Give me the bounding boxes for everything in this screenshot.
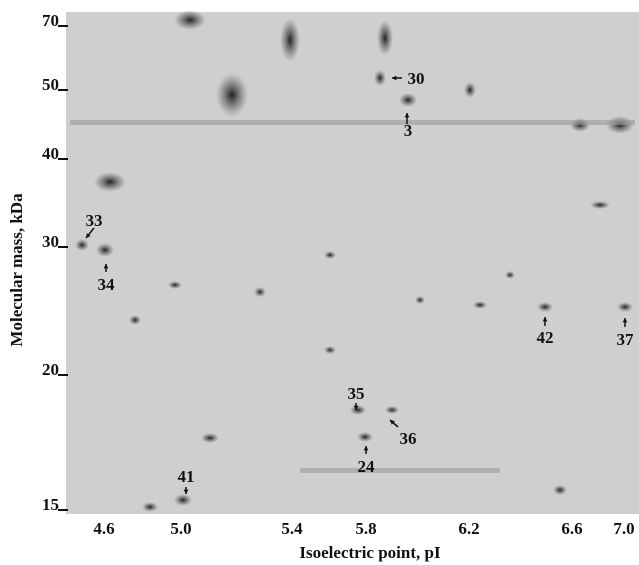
gel-spot bbox=[129, 315, 141, 325]
gel-spot bbox=[168, 281, 182, 289]
gel-spot bbox=[553, 485, 567, 495]
x-tick-label: 4.6 bbox=[93, 519, 114, 538]
spot-label: 33 bbox=[86, 211, 103, 230]
spot-label: 35 bbox=[348, 384, 365, 403]
gel-spot bbox=[174, 10, 206, 30]
spot-label: 34 bbox=[98, 275, 116, 294]
x-tick-label: 5.8 bbox=[355, 519, 376, 538]
arrow-head bbox=[392, 75, 397, 81]
spot-label: 42 bbox=[537, 328, 554, 347]
gel-spot bbox=[473, 301, 487, 309]
y-tick-label: 40 bbox=[42, 144, 59, 163]
y-tick-label: 20 bbox=[42, 360, 59, 379]
gel-spot bbox=[374, 70, 386, 86]
gel-spot bbox=[324, 346, 336, 354]
arrow-head bbox=[353, 405, 359, 410]
spot-label: 3 bbox=[404, 121, 413, 140]
gel-spot bbox=[537, 302, 553, 312]
gel-spot bbox=[280, 18, 300, 62]
y-axis-label: Molecular mass, kDa bbox=[7, 193, 26, 347]
spot-label: 37 bbox=[617, 330, 635, 349]
x-tick-label: 6.2 bbox=[458, 519, 479, 538]
gel-spot bbox=[617, 302, 633, 312]
gel-spot bbox=[324, 251, 336, 259]
arrow-head bbox=[542, 317, 548, 322]
gel-spot bbox=[142, 502, 158, 512]
x-tick-label: 5.0 bbox=[170, 519, 191, 538]
gel-band bbox=[300, 468, 500, 473]
arrow-head bbox=[86, 233, 91, 238]
gel-spot bbox=[357, 432, 373, 442]
arrow-head bbox=[183, 489, 189, 494]
arrow-head bbox=[363, 446, 369, 451]
gel-band bbox=[70, 120, 635, 125]
gel-spots bbox=[70, 10, 635, 512]
arrow-head bbox=[404, 113, 410, 118]
gel-spot bbox=[350, 405, 366, 415]
x-tick-label: 7.0 bbox=[613, 519, 634, 538]
gel-spot bbox=[75, 239, 89, 251]
x-axis-label: Isoelectric point, pI bbox=[299, 543, 441, 562]
y-tick-label: 30 bbox=[42, 232, 59, 251]
spot-label: 24 bbox=[358, 457, 376, 476]
arrow-head bbox=[622, 318, 628, 323]
spot-label: 41 bbox=[178, 467, 195, 486]
gel-spot bbox=[216, 73, 248, 117]
gel-spot bbox=[505, 271, 515, 279]
spot-label: 36 bbox=[400, 429, 417, 448]
gel-spot bbox=[399, 93, 417, 107]
arrow-head bbox=[103, 264, 109, 269]
x-tick-label: 5.4 bbox=[281, 519, 303, 538]
gel-spot bbox=[201, 433, 219, 443]
gel-spot bbox=[377, 20, 393, 56]
spot-label: 30 bbox=[408, 69, 425, 88]
arrow-head bbox=[390, 420, 395, 425]
x-tick-label: 6.6 bbox=[561, 519, 582, 538]
y-tick-label: 15 bbox=[42, 495, 59, 514]
gel-image bbox=[66, 12, 639, 514]
gel-spot bbox=[464, 82, 476, 98]
gel-spot bbox=[415, 296, 425, 304]
gel-spot bbox=[254, 287, 266, 297]
gel-spot bbox=[590, 201, 610, 209]
gel-spot bbox=[94, 172, 126, 192]
y-tick-label: 50 bbox=[42, 75, 59, 94]
y-tick-label: 70 bbox=[42, 11, 59, 30]
gel-spot bbox=[385, 406, 399, 414]
gel-spot bbox=[174, 494, 192, 506]
gel-spot bbox=[96, 243, 114, 257]
